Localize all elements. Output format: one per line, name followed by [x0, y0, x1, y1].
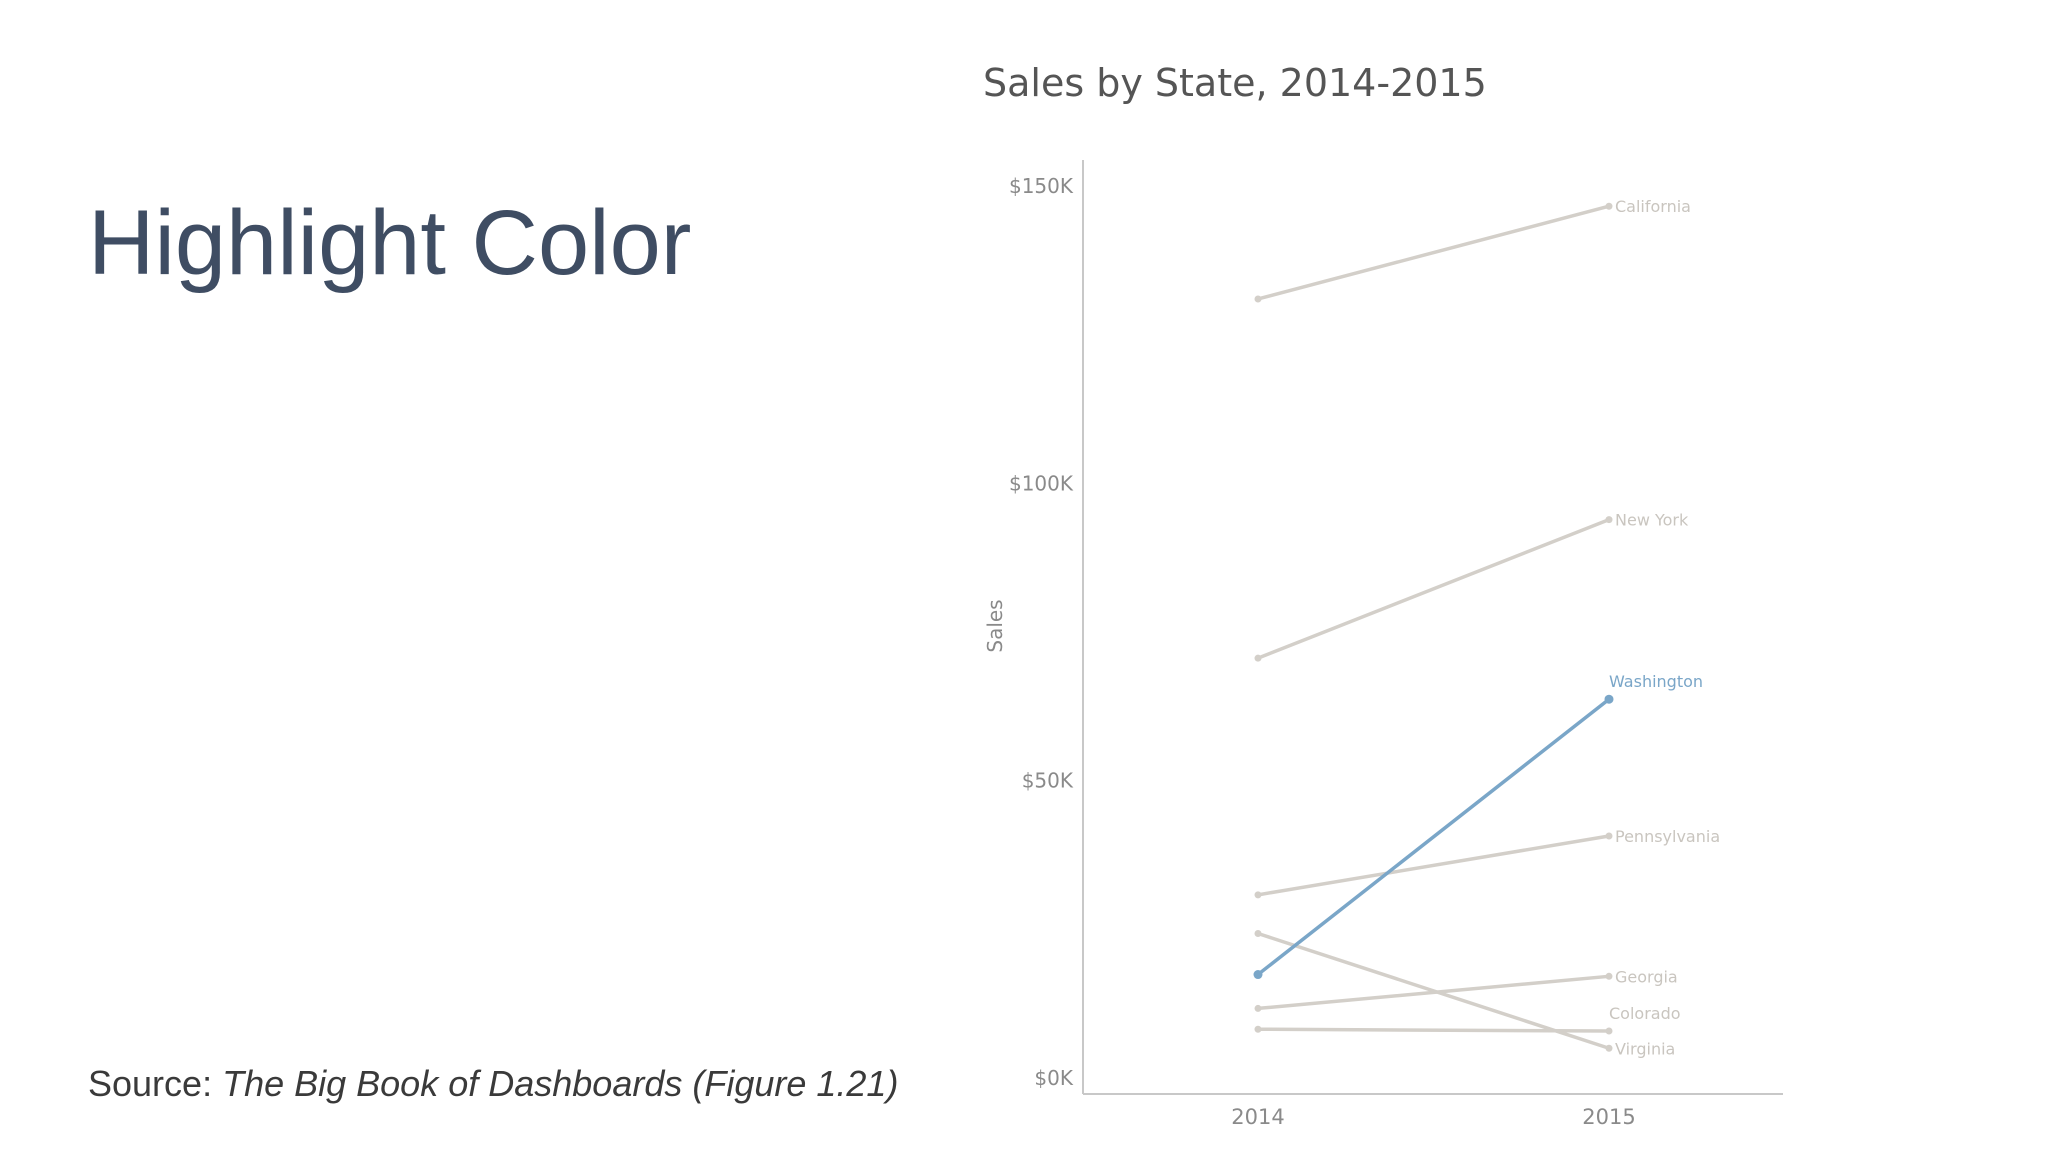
series-line-california	[1256, 204, 1611, 301]
source-prefix: Source:	[88, 1063, 223, 1104]
series-label-georgia: Georgia	[1615, 967, 1678, 986]
series-labels: California New York Washington Pennsylvania…	[1609, 197, 1720, 1058]
data-point-california-2015	[1605, 202, 1613, 210]
series-line-virginia	[1256, 931, 1611, 1051]
series-label-california: California	[1615, 197, 1691, 216]
y-tick-labels: $0K $50K $100K $150K	[1009, 174, 1074, 1090]
slide-title: Highlight Color	[88, 192, 692, 294]
data-point-georgia-2015	[1605, 972, 1613, 980]
source-citation: Source: The Big Book of Dashboards (Figu…	[88, 1062, 898, 1106]
chart-title: Sales by State, 2014-2015	[983, 61, 1487, 105]
x-tick-labels: 2014 2015	[1231, 1105, 1635, 1129]
series-line-pennsylvania	[1256, 834, 1611, 897]
data-point-pennsylvania-2014	[1254, 891, 1262, 899]
data-point-new-york-2015	[1605, 516, 1613, 524]
data-point-georgia-2014	[1254, 1004, 1262, 1012]
series-line-washington	[1256, 697, 1611, 977]
data-point-washington-2014	[1253, 970, 1263, 980]
series-label-new-york: New York	[1615, 511, 1689, 530]
data-point-virginia-2015	[1605, 1044, 1613, 1052]
data-point-pennsylvania-2015	[1605, 832, 1613, 840]
data-point-virginia-2014	[1254, 929, 1262, 937]
y-tick-label: $0K	[1034, 1066, 1073, 1090]
data-point-california-2014	[1254, 295, 1262, 303]
series-label-pennsylvania: Pennsylvania	[1615, 827, 1720, 846]
data-point-new-york-2014	[1254, 654, 1262, 662]
y-axis-label: Sales	[983, 599, 1007, 652]
series-label-washington: Washington	[1609, 672, 1703, 691]
highlighted-series-line	[1253, 694, 1614, 980]
data-point-washington-2015	[1604, 694, 1614, 704]
source-book-title: The Big Book of Dashboards (Figure 1.21)	[222, 1063, 899, 1104]
muted-series-lines	[1254, 202, 1613, 1052]
y-tick-label: $100K	[1009, 471, 1074, 495]
series-label-colorado: Colorado	[1609, 1004, 1681, 1023]
y-tick-label: $150K	[1009, 174, 1074, 198]
data-point-colorado-2014	[1254, 1025, 1262, 1033]
data-point-colorado-2015	[1605, 1027, 1613, 1035]
series-label-virginia: Virginia	[1615, 1039, 1675, 1058]
series-line-new-york	[1256, 517, 1611, 660]
y-tick-label: $50K	[1022, 769, 1074, 793]
x-tick-label: 2015	[1582, 1105, 1635, 1129]
x-tick-label: 2014	[1231, 1105, 1284, 1129]
